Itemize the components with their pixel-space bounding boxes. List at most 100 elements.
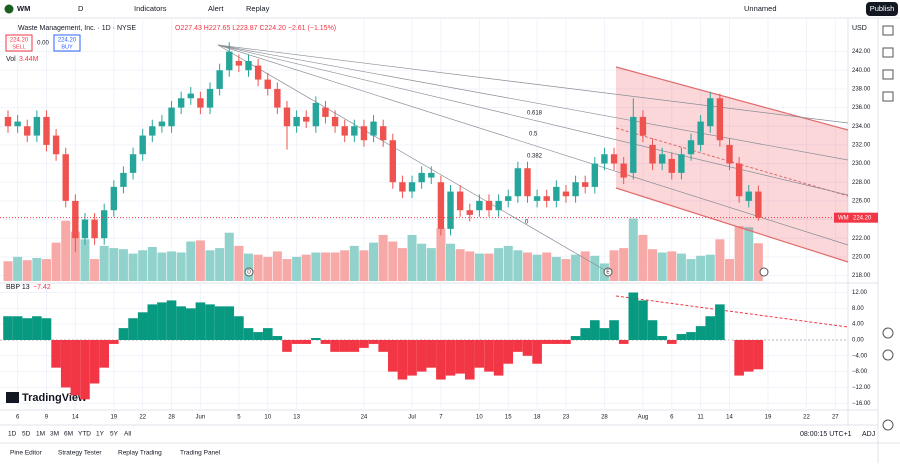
volume-bar xyxy=(205,250,215,281)
y-tick-label: −8.00 xyxy=(852,369,868,375)
icon[interactable] xyxy=(882,25,894,36)
symbol[interactable]: WM xyxy=(17,4,30,13)
bbp-bar xyxy=(570,336,581,340)
last-price-tag xyxy=(834,212,878,223)
candle-body xyxy=(582,182,589,187)
channel-top[interactable] xyxy=(615,66,849,131)
bbp-trend[interactable] xyxy=(615,295,849,328)
range-button[interactable]: 3M xyxy=(50,431,59,438)
volume-bar xyxy=(330,252,340,281)
footer-tab[interactable]: Trading Panel xyxy=(180,450,221,457)
volume-bar xyxy=(667,251,677,281)
range-button[interactable]: All xyxy=(124,431,132,438)
range-button[interactable]: 1Y xyxy=(96,431,105,438)
candle-body xyxy=(524,168,531,197)
range-button[interactable]: 5D xyxy=(22,431,31,438)
volume-bar xyxy=(272,251,282,281)
legend-ohlc: O227.43 H227.65 L223.87 C224.20 −2.61 (−… xyxy=(175,25,336,32)
bbp-bar xyxy=(253,332,263,340)
bbp-bar xyxy=(32,316,42,340)
footer-tab[interactable]: Pine Editor xyxy=(10,450,43,457)
icon[interactable] xyxy=(882,47,894,58)
bbp-bar xyxy=(532,339,542,364)
legend-title: Waste Management, Inc. · 1D · NYSE xyxy=(18,25,136,32)
volume-bar xyxy=(263,256,273,281)
range-button[interactable]: 1D xyxy=(8,431,17,438)
bbp-bar xyxy=(734,339,744,376)
volume-bar xyxy=(349,245,359,281)
range-button[interactable]: 6M xyxy=(64,431,73,438)
candle-body xyxy=(351,126,358,136)
volume-bar xyxy=(417,243,427,281)
candle-body xyxy=(437,182,445,229)
interval[interactable]: D xyxy=(78,4,84,13)
event-badge[interactable] xyxy=(759,267,769,277)
candle-body xyxy=(206,88,214,108)
last-price-label: 224.20 xyxy=(853,215,872,221)
candle-body xyxy=(697,121,704,145)
icon[interactable] xyxy=(882,327,894,339)
volume-bar xyxy=(244,253,253,281)
range-button[interactable]: 1M xyxy=(36,431,45,438)
icon[interactable] xyxy=(882,349,894,361)
sell-button[interactable] xyxy=(5,34,33,52)
candle-body xyxy=(226,51,233,71)
buy-button[interactable] xyxy=(53,34,81,52)
volume-bar xyxy=(215,248,225,281)
bbp-bar xyxy=(99,339,109,368)
volume-bar xyxy=(234,245,244,281)
range-button[interactable]: 5Y xyxy=(110,431,119,438)
candle-body xyxy=(245,60,252,71)
channel-fill[interactable] xyxy=(616,67,848,262)
bbp-bar xyxy=(368,339,379,344)
alert-button[interactable]: Alert xyxy=(208,4,224,13)
x-tick-label: 22 xyxy=(139,415,146,421)
candle-body xyxy=(43,116,50,145)
range-button[interactable]: YTD xyxy=(78,431,91,438)
volume-bar xyxy=(388,241,398,281)
bbp-bar xyxy=(224,306,235,340)
x-tick-label: 19 xyxy=(765,415,772,421)
bbp-bar xyxy=(638,300,648,340)
replay-button[interactable]: Replay xyxy=(246,4,270,13)
volume-bar xyxy=(397,248,407,281)
layout-name[interactable]: Unnamed xyxy=(744,4,777,13)
y-tick-label: 0.00 xyxy=(852,338,864,344)
candle-body xyxy=(303,116,310,122)
bbp-bar xyxy=(407,339,417,376)
event-label: E xyxy=(606,269,610,275)
buy-label: BUY xyxy=(61,44,73,50)
volume-bar xyxy=(705,254,715,281)
publish-label: Publish xyxy=(870,4,895,13)
icon[interactable] xyxy=(882,69,894,80)
bbp-bar xyxy=(176,306,186,340)
indicators-button[interactable]: Indicators xyxy=(134,4,167,13)
candle-body xyxy=(62,154,69,201)
y-tick-label: 218.00 xyxy=(852,273,871,279)
event-badge[interactable] xyxy=(244,267,254,277)
event-badge[interactable] xyxy=(603,267,613,277)
candle-body xyxy=(312,102,320,127)
bbp-bar xyxy=(3,316,13,340)
x-tick-label: 6 xyxy=(670,415,674,421)
candle-body xyxy=(601,154,608,164)
adj[interactable]: ADJ xyxy=(862,431,875,438)
bbp-bar xyxy=(753,339,764,370)
candle-body xyxy=(745,191,752,201)
candle-body xyxy=(476,200,483,211)
candle-body xyxy=(341,126,348,136)
fib-fan[interactable] xyxy=(217,44,849,273)
icon[interactable] xyxy=(882,91,894,102)
bbp-bar xyxy=(609,320,619,340)
footer-tab[interactable]: Replay Trading xyxy=(118,450,162,457)
candle-body xyxy=(466,210,473,215)
channel-bottom[interactable] xyxy=(615,187,849,263)
footer-tab[interactable]: Strategy Tester xyxy=(58,450,102,457)
volume-bar xyxy=(118,249,128,281)
bbp-bar xyxy=(301,339,312,344)
publish-button[interactable] xyxy=(866,2,898,16)
volume-bar xyxy=(41,259,51,281)
volume-bar xyxy=(128,253,138,281)
icon[interactable] xyxy=(882,419,894,431)
